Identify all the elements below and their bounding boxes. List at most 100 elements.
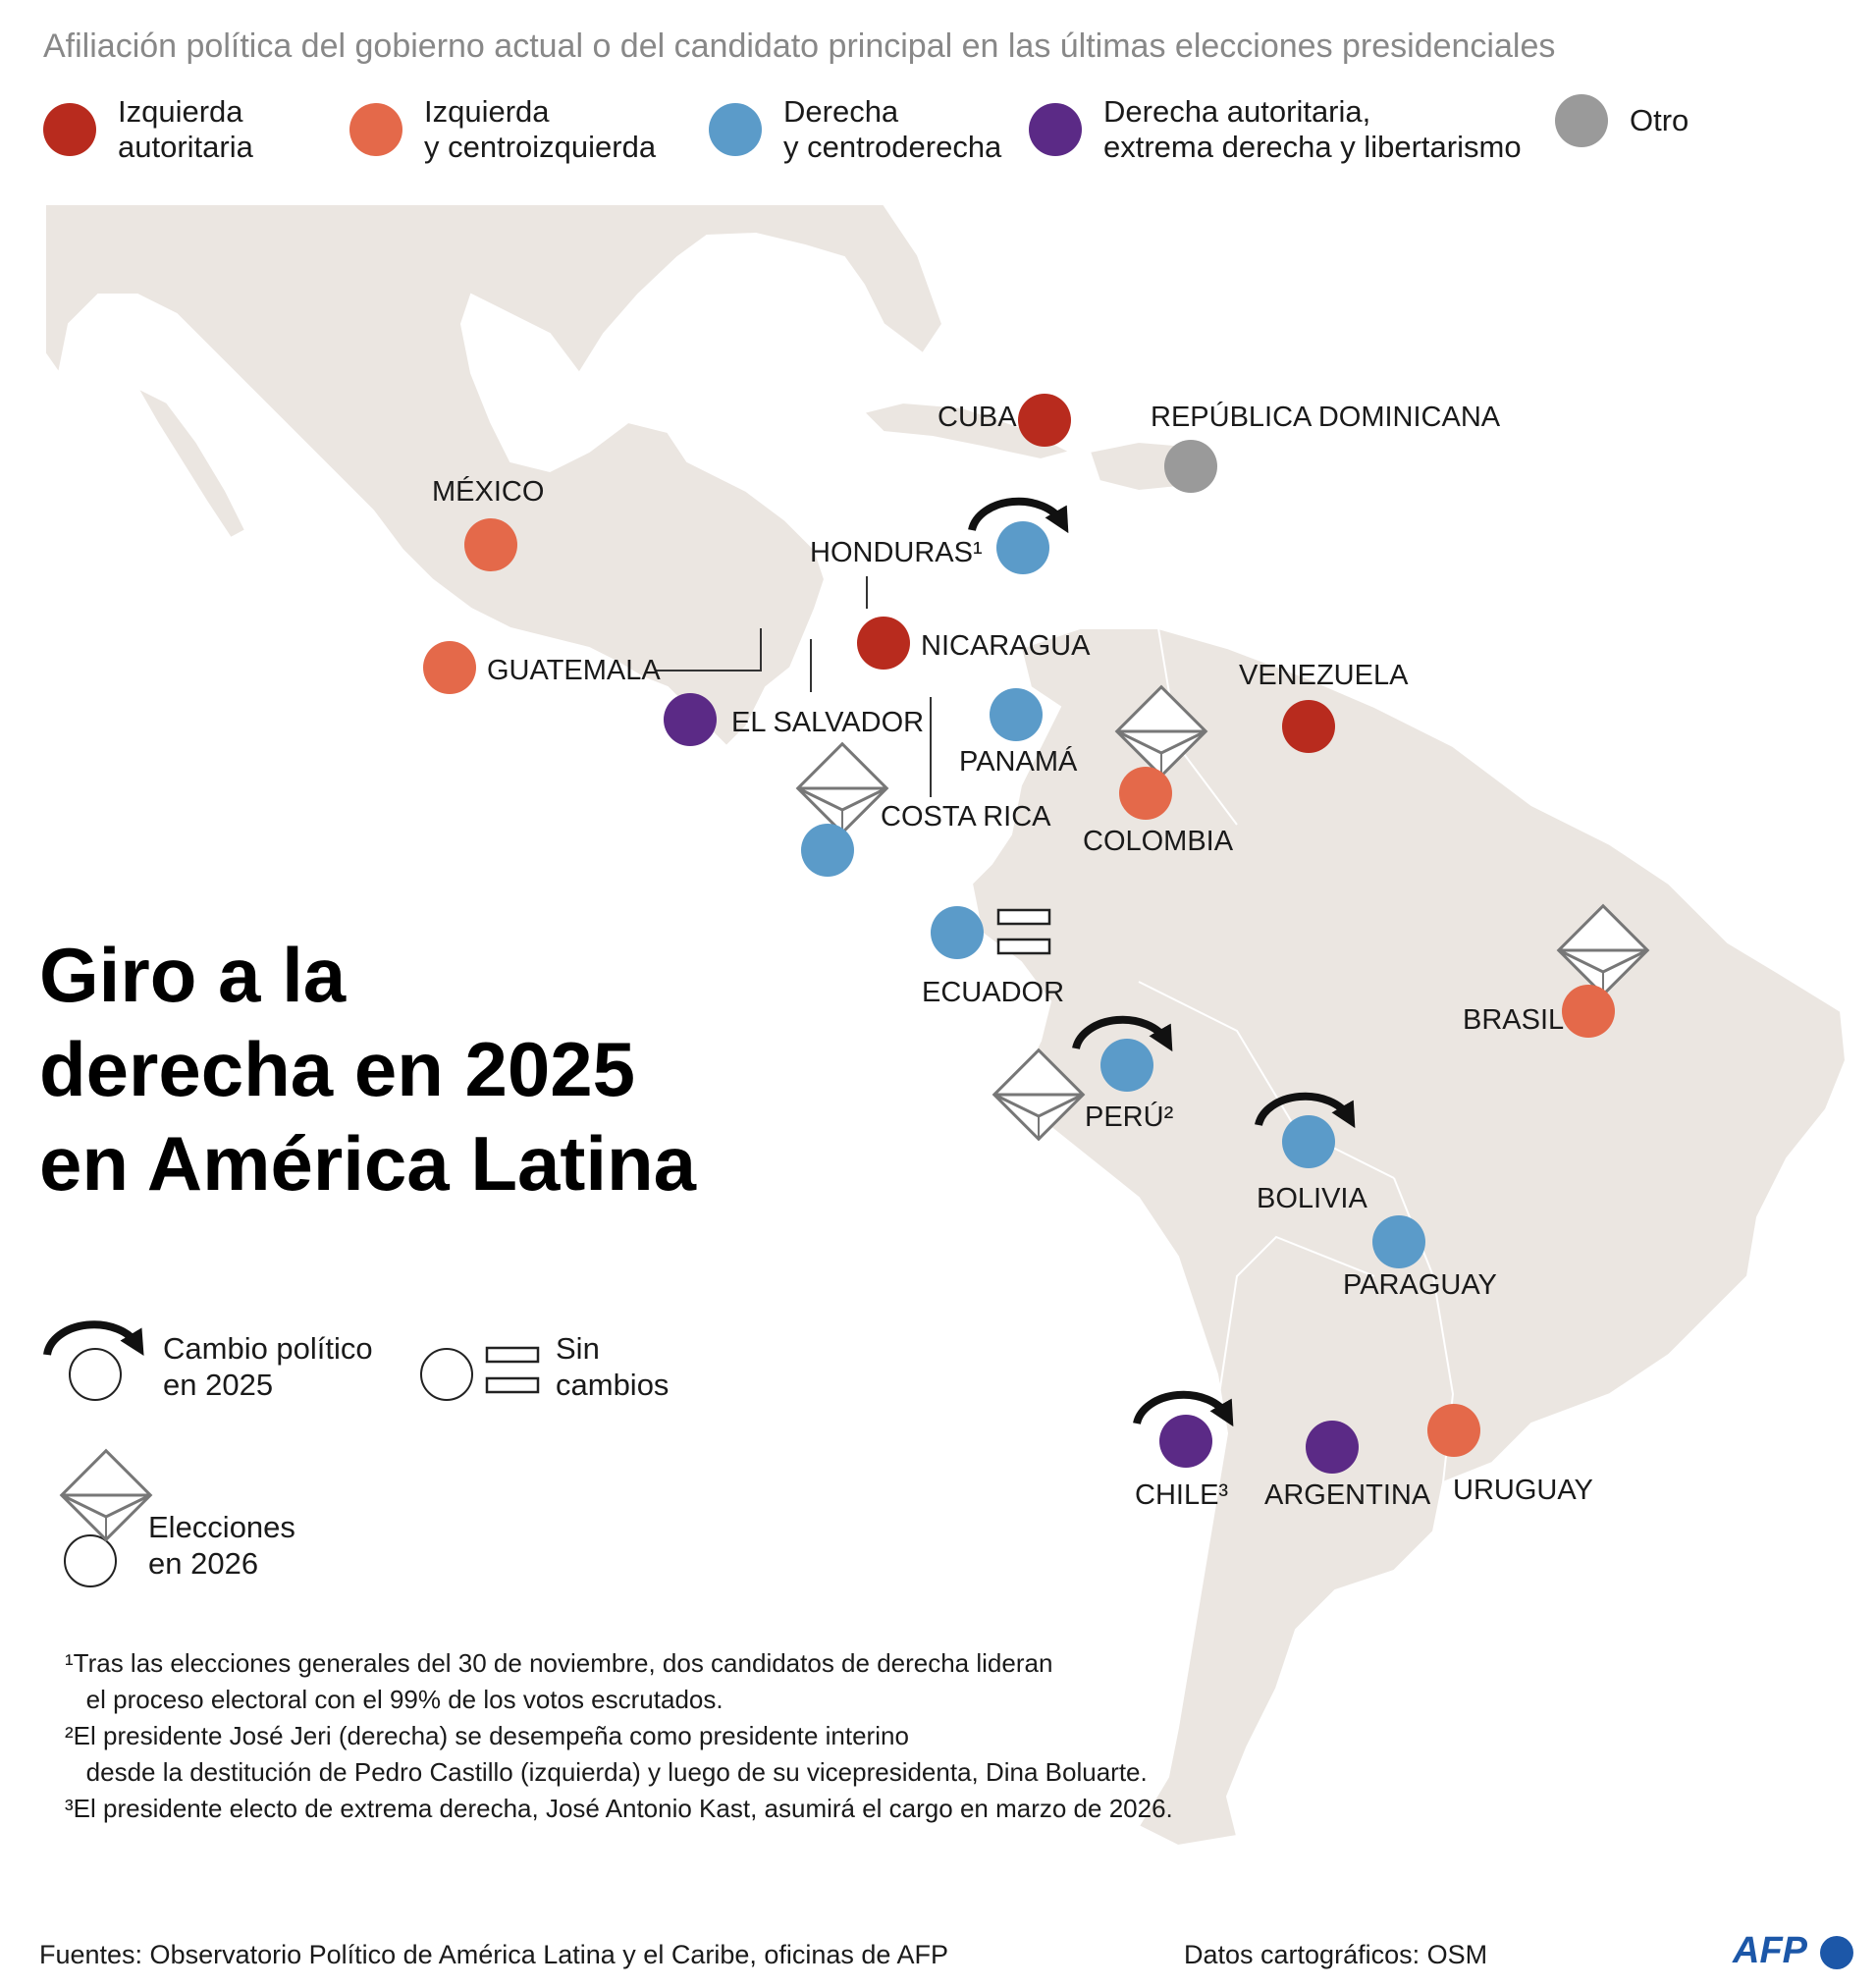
footnote-line: desde la destitución de Pedro Castillo (… [65,1757,1148,1787]
legend-otro: Otro [1555,94,1688,147]
main-title: Giro a la derecha en 2025 en América Lat… [39,932,697,1207]
country-nicaragua: NICARAGUA [857,617,1091,670]
country-chile: CHILE³ [1133,1390,1234,1511]
country-dot [464,518,517,571]
legend-label: Derecha y centroderecha [783,94,1002,164]
country-colombia: COLOMBIA [1083,685,1234,857]
country-dot [990,688,1043,741]
country-costa-rica: COSTA RICA [796,742,1051,877]
key-change-arrow [43,1320,144,1356]
country-label: COSTA RICA [881,801,1051,833]
country-dot [423,641,476,694]
country-bolivia: BOLIVIA [1255,1092,1367,1214]
country-uruguay: URUGUAY [1427,1404,1593,1506]
country-guatemala: GUATEMALA [423,641,661,694]
map-credit: Datos cartográficos: OSM [1184,1940,1488,1969]
country-dot [664,693,717,746]
country-dot [1159,1415,1212,1468]
country-label: PARAGUAY [1343,1269,1497,1301]
afp-logo-text: AFP [1733,1930,1806,1971]
country-dot [1282,1115,1335,1168]
country-honduras: HONDURAS¹ [810,497,1069,574]
key-equals-top [485,1346,540,1364]
key-election-circle [64,1534,117,1587]
afp-logo-dot [1820,1935,1854,1969]
legend-label: Otro [1630,103,1689,137]
envelope-icon [796,742,888,834]
country-dot [801,824,854,877]
change-arrow-icon [1072,1015,1173,1052]
country-dot [1306,1421,1359,1474]
key-equals-bottom [485,1376,540,1394]
country-label: BRASIL [1463,1004,1564,1036]
key-change-circle [69,1348,122,1401]
footnotes: ¹Tras las elecciones generales del 30 de… [65,1645,1173,1827]
country-label: REPÚBLICA DOMINICANA [1151,401,1501,433]
country-markers: CUBA REPÚBLICA DOMINICANA MÉXICO HONDURAS¹ N… [423,394,1649,1511]
country-dot [857,617,910,670]
afp-logo: AFP [1733,1930,1854,1972]
sources: Fuentes: Observatorio Político de Améric… [39,1940,948,1969]
legend-dot [1029,103,1082,156]
country-dot [1282,700,1335,753]
footnote-line: el proceso electoral con el 99% de los v… [65,1685,724,1714]
country-república-dominicana: REPÚBLICA DOMINICANA [1151,401,1501,493]
leader-lines [656,576,932,797]
legend-label: Derecha autoritaria, extrema derecha y l… [1103,94,1522,164]
country-label: ECUADOR [922,977,1064,1008]
equals-bottom-bar [996,938,1051,955]
country-dot [1100,1039,1153,1092]
legend-derecha-centroderecha: Derecha y centroderecha [709,94,1001,165]
key-nochange-label: Sin cambios [556,1331,670,1402]
country-brasil: BRASIL [1463,904,1649,1038]
footnote-line: ³El presidente electo de extrema derecha… [65,1794,1173,1823]
country-label: CUBA [938,402,1017,433]
country-méxico: MÉXICO [432,475,544,571]
change-arrow-icon [1133,1390,1234,1427]
country-panamá: PANAMÁ [959,688,1078,778]
country-label: ARGENTINA [1264,1479,1431,1511]
country-dot [931,906,984,959]
equals-top-bar [996,908,1051,926]
legend-label: Izquierda y centroizquierda [424,94,657,164]
country-dot [1119,767,1172,820]
legend-izquierda-centroizquierda: Izquierda y centroizquierda [349,94,656,165]
country-dot [1427,1404,1480,1457]
country-label: CHILE³ [1135,1479,1228,1511]
country-label: GUATEMALA [487,655,661,686]
country-label: COLOMBIA [1083,826,1234,857]
legend-dot [43,103,96,156]
key-envelope-icon [60,1449,152,1541]
footnote-line: ¹Tras las elecciones generales del 30 de… [65,1648,1053,1678]
legend-dot [709,103,762,156]
key-nochange-circle [420,1348,473,1401]
legend-dot [349,103,402,156]
subtitle: Afiliación política del gobierno actual … [43,27,1556,65]
country-label: EL SALVADOR [731,707,924,738]
change-arrow-icon [968,497,1069,534]
country-paraguay: PARAGUAY [1343,1215,1497,1301]
key-change-label: Cambio político en 2025 [163,1331,373,1402]
key-election-label: Elecciones en 2026 [148,1510,295,1581]
country-dot [1372,1215,1425,1268]
country-label: HONDURAS¹ [810,537,983,568]
key-graphics [43,1320,540,1587]
country-label: VENEZUELA [1239,660,1409,691]
country-el-salvador: EL SALVADOR [664,693,924,746]
legend-izquierda-autoritaria: Izquierda autoritaria [43,94,253,165]
footnote-line: ²El presidente José Jeri (derecha) se de… [65,1721,909,1750]
country-label: NICARAGUA [921,630,1091,662]
country-dot [1164,440,1217,493]
country-dot [1562,985,1615,1038]
country-cuba: CUBA [938,394,1071,447]
country-ecuador: ECUADOR [922,906,1064,1008]
country-dot [1018,394,1071,447]
country-dot [996,521,1049,574]
legend-dot [1555,94,1608,147]
country-label: PANAMÁ [959,745,1078,778]
legend-label: Izquierda autoritaria [118,94,253,164]
country-venezuela: VENEZUELA [1239,660,1409,753]
country-argentina: ARGENTINA [1264,1421,1431,1511]
legend-derecha-autoritaria: Derecha autoritaria, extrema derecha y l… [1029,94,1522,165]
